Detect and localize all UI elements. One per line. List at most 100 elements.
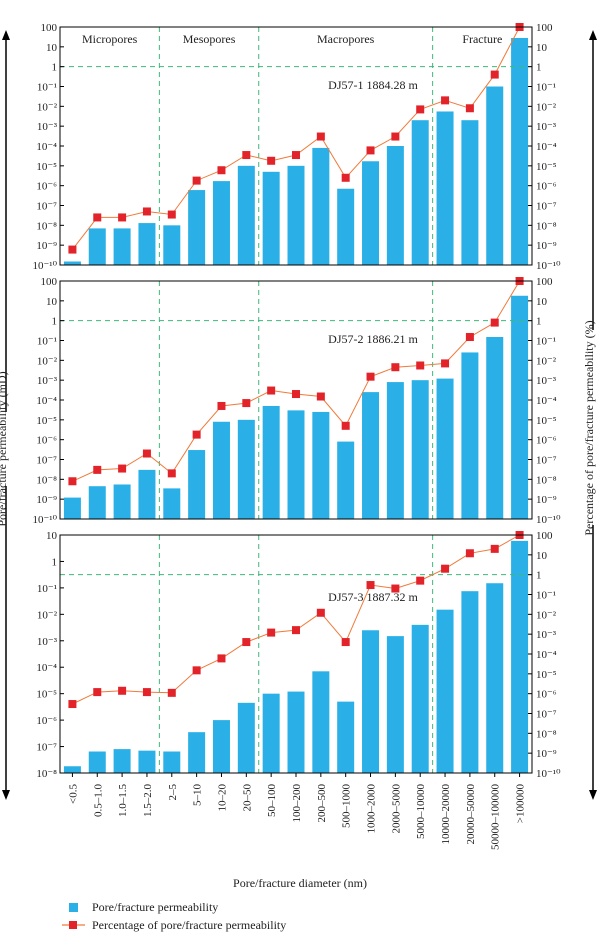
percentage-point bbox=[167, 469, 176, 478]
left-tick-label: 10 bbox=[46, 42, 58, 54]
left-tick-label: 10⁻⁶ bbox=[36, 435, 57, 447]
left-tick-label: 10⁻⁷ bbox=[36, 201, 57, 213]
percentage-point bbox=[391, 584, 400, 593]
bar bbox=[88, 486, 106, 519]
bar bbox=[163, 751, 181, 773]
percentage-point bbox=[316, 132, 325, 141]
percentage-point bbox=[242, 399, 251, 408]
right-tick-label: 10⁻³ bbox=[536, 629, 557, 641]
right-tick-label: 10⁻⁵ bbox=[536, 161, 557, 173]
right-tick-label: 10⁻⁸ bbox=[536, 474, 557, 486]
left-tick-label: 10⁻⁵ bbox=[36, 161, 57, 173]
right-tick-label: 10⁻² bbox=[536, 609, 557, 621]
percentage-point bbox=[68, 700, 77, 709]
y-axis-left-label: Pore/fracture permeability (mD) bbox=[0, 371, 9, 526]
left-tick-label: 10⁻¹ bbox=[37, 583, 57, 595]
right-axis-arrowhead-up bbox=[589, 30, 597, 40]
right-tick-label: 10⁻⁷ bbox=[536, 201, 557, 213]
x-tick-label: >100000 bbox=[515, 784, 527, 824]
percentage-point bbox=[192, 176, 201, 185]
bar bbox=[212, 720, 230, 773]
panel-3: 10⁻⁸ 10⁻⁷ 10⁻⁶ 10⁻⁵ 10⁻⁴ 10⁻³ 10⁻² 10⁻¹ 1 10 10⁻¹⁰… bbox=[36, 530, 561, 780]
bar bbox=[362, 630, 380, 773]
percentage-point bbox=[242, 151, 251, 160]
right-tick-label: 10⁻¹⁰ bbox=[536, 768, 561, 780]
bar bbox=[88, 751, 106, 773]
right-tick-label: 10⁻⁴ bbox=[536, 141, 557, 153]
bar bbox=[88, 228, 106, 265]
right-tick-label: 10⁻⁷ bbox=[536, 709, 557, 721]
region-label: Micropores bbox=[82, 32, 138, 46]
right-tick-label: 10⁻⁶ bbox=[536, 689, 557, 701]
bar bbox=[386, 146, 404, 265]
bar bbox=[287, 410, 305, 519]
left-tick-label: 1 bbox=[52, 556, 58, 568]
right-tick-label: 1 bbox=[536, 316, 542, 328]
x-tick-label: 20–50 bbox=[241, 784, 253, 812]
right-tick-label: 10⁻⁸ bbox=[536, 728, 557, 740]
percentage-point bbox=[490, 318, 499, 327]
bar bbox=[362, 392, 380, 519]
percentage-point bbox=[167, 210, 176, 219]
bar bbox=[262, 171, 280, 265]
percentage-point bbox=[490, 544, 499, 553]
left-tick-label: 10⁻⁴ bbox=[36, 395, 57, 407]
bar bbox=[411, 380, 429, 519]
left-tick-label: 10⁻⁵ bbox=[36, 415, 57, 427]
bar bbox=[63, 766, 81, 773]
left-tick-label: 10⁻⁸ bbox=[36, 474, 57, 486]
bar bbox=[486, 86, 504, 265]
right-tick-label: 10⁻⁵ bbox=[536, 669, 557, 681]
left-tick-label: 10⁻² bbox=[37, 609, 58, 621]
x-tick-label: 1000–2000 bbox=[366, 784, 378, 834]
percentage-point bbox=[142, 688, 151, 697]
right-tick-label: 100 bbox=[536, 22, 553, 34]
right-tick-label: 10⁻⁷ bbox=[536, 455, 557, 467]
x-tick-label: 2000–5000 bbox=[390, 784, 402, 834]
left-tick-label: 10 bbox=[46, 296, 58, 308]
percentage-point bbox=[142, 207, 151, 216]
percentage-point bbox=[217, 401, 226, 410]
left-tick-label: 10⁻⁸ bbox=[36, 220, 57, 232]
bar bbox=[511, 295, 529, 519]
right-tick-label: 10⁻⁶ bbox=[536, 181, 557, 193]
bar bbox=[237, 419, 255, 519]
right-tick-label: 10⁻⁹ bbox=[536, 494, 557, 506]
right-tick-label: 10⁻¹ bbox=[536, 336, 556, 348]
bar bbox=[113, 749, 131, 773]
left-tick-label: 100 bbox=[41, 22, 58, 34]
left-tick-label: 10⁻¹ bbox=[37, 336, 57, 348]
right-tick-label: 100 bbox=[536, 276, 553, 288]
bar bbox=[436, 111, 454, 265]
bar bbox=[212, 421, 230, 519]
x-tick-label: 5–10 bbox=[192, 784, 204, 807]
legend-bar-swatch bbox=[69, 903, 78, 912]
left-tick-label: 10⁻⁸ bbox=[36, 768, 57, 780]
bar bbox=[312, 671, 330, 773]
left-tick-label: 10⁻⁹ bbox=[36, 494, 57, 506]
percentage-point bbox=[465, 333, 474, 342]
percentage-point bbox=[341, 173, 350, 182]
percentage-point bbox=[391, 363, 400, 372]
bar bbox=[262, 405, 280, 519]
bar bbox=[337, 188, 355, 265]
percentage-point bbox=[416, 361, 425, 370]
right-tick-label: 10⁻¹ bbox=[536, 82, 556, 94]
bar bbox=[461, 352, 479, 519]
percentage-point bbox=[416, 105, 425, 114]
left-tick-label: 10⁻⁵ bbox=[36, 689, 57, 701]
bar bbox=[411, 624, 429, 773]
percentage-point bbox=[441, 564, 450, 573]
percentage-point bbox=[316, 608, 325, 617]
bar bbox=[63, 497, 81, 519]
percentage-point bbox=[416, 576, 425, 585]
left-tick-label: 10⁻⁴ bbox=[36, 141, 57, 153]
percentage-point bbox=[93, 213, 102, 222]
right-tick-label: 10⁻⁶ bbox=[536, 435, 557, 447]
panel-label: DJ57-1 1884.28 m bbox=[328, 78, 418, 92]
legend-bar-label: Pore/fracture permeability bbox=[92, 900, 218, 914]
bar bbox=[436, 609, 454, 773]
bar bbox=[312, 411, 330, 519]
bar bbox=[486, 583, 504, 773]
bar bbox=[386, 636, 404, 773]
